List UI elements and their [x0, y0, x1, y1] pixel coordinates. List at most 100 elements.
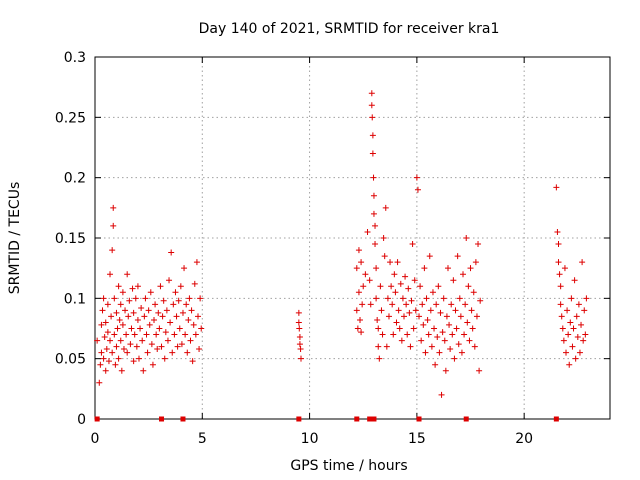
x-tick-label: 10: [301, 431, 319, 447]
data-point: [111, 295, 118, 302]
data-point: [195, 313, 201, 320]
data-point: [296, 325, 303, 332]
data-point: [110, 222, 117, 229]
data-point: [117, 337, 124, 344]
data-point: [358, 329, 365, 336]
data-point: [122, 307, 129, 314]
data-point: [456, 295, 463, 302]
data-point: [419, 301, 426, 308]
y-tick-labels: 0 0.05 0.1 0.15 0.2 0.25 0.3: [55, 50, 86, 428]
y-tick-label: 0.1: [64, 291, 86, 307]
data-point: [133, 343, 140, 350]
data-point: [125, 313, 132, 320]
data-point: [472, 259, 479, 266]
data-point: [162, 329, 169, 336]
x-tick-labels: 0 5 10 15 20: [91, 431, 534, 447]
data-point: [138, 304, 145, 311]
data-point: [156, 325, 163, 332]
x-axis-label: GPS time / hours: [290, 458, 407, 474]
data-point: [108, 313, 115, 320]
data-point: [554, 228, 561, 235]
data-point: [377, 283, 384, 290]
data-point: [360, 283, 367, 290]
data-point: [119, 289, 126, 296]
data-point: [396, 325, 403, 332]
data-point: [104, 329, 111, 336]
data-point: [137, 325, 144, 332]
data-point: [129, 285, 136, 292]
data-point: [157, 283, 164, 290]
data-point: [192, 331, 199, 338]
data-point: [296, 341, 303, 348]
data-point: [383, 343, 390, 350]
data-point: [372, 222, 379, 229]
data-point: [425, 331, 432, 338]
data-point: [423, 295, 430, 302]
data-point: [298, 355, 304, 362]
data-point: [387, 259, 394, 266]
data-point: [451, 355, 458, 362]
data-point: [107, 271, 114, 278]
data-point: [406, 309, 413, 316]
data-point: [126, 297, 133, 304]
data-point: [461, 331, 468, 338]
data-point: [460, 271, 467, 278]
data-point: [140, 367, 147, 374]
data-point: [567, 319, 574, 326]
data-point: [100, 295, 107, 302]
data-point: [104, 301, 111, 308]
data-point: [416, 313, 423, 320]
data-point: [179, 309, 186, 316]
data-point: [117, 301, 124, 308]
data-point: [196, 346, 203, 353]
data-point: [158, 343, 165, 350]
data-point: [563, 349, 570, 356]
data-point: [449, 331, 456, 338]
data-point: [560, 337, 567, 344]
data-point: [183, 301, 190, 308]
data-point: [398, 337, 405, 344]
data-point: [561, 265, 568, 272]
data-point: [395, 307, 402, 314]
data-point: [434, 333, 441, 340]
data-point: [382, 204, 389, 211]
data-point: [368, 90, 375, 97]
data-point: [187, 337, 194, 344]
data-point: [447, 346, 454, 353]
data-point: [397, 280, 404, 287]
data-point: [403, 301, 410, 308]
data-point: [458, 349, 465, 356]
data-point: [372, 241, 379, 248]
zero-marker: [159, 416, 165, 422]
data-point: [433, 301, 440, 308]
data-point: [98, 321, 105, 328]
data-point: [389, 301, 396, 308]
y-tick-label: 0.15: [55, 231, 86, 247]
data-point: [94, 337, 101, 344]
data-point: [454, 253, 461, 260]
data-point: [418, 337, 425, 344]
data-point: [173, 313, 180, 320]
x-tick-label: 0: [91, 431, 100, 447]
data-point: [112, 361, 119, 368]
data-point: [576, 349, 583, 356]
data-point: [380, 235, 387, 241]
data-point: [385, 313, 392, 320]
data-point: [146, 321, 153, 328]
data-point: [116, 317, 123, 324]
data-point: [414, 186, 421, 193]
data-point: [118, 367, 125, 374]
data-point: [435, 283, 442, 290]
zero-marker: [553, 416, 559, 422]
data-point: [559, 325, 566, 332]
data-point: [427, 307, 434, 314]
data-point: [174, 343, 181, 350]
data-point: [404, 331, 411, 338]
data-point: [124, 349, 131, 356]
zero-marker: [463, 416, 469, 422]
data-point: [431, 325, 438, 332]
data-point: [127, 341, 134, 348]
data-point: [465, 283, 472, 290]
data-point: [359, 301, 366, 308]
